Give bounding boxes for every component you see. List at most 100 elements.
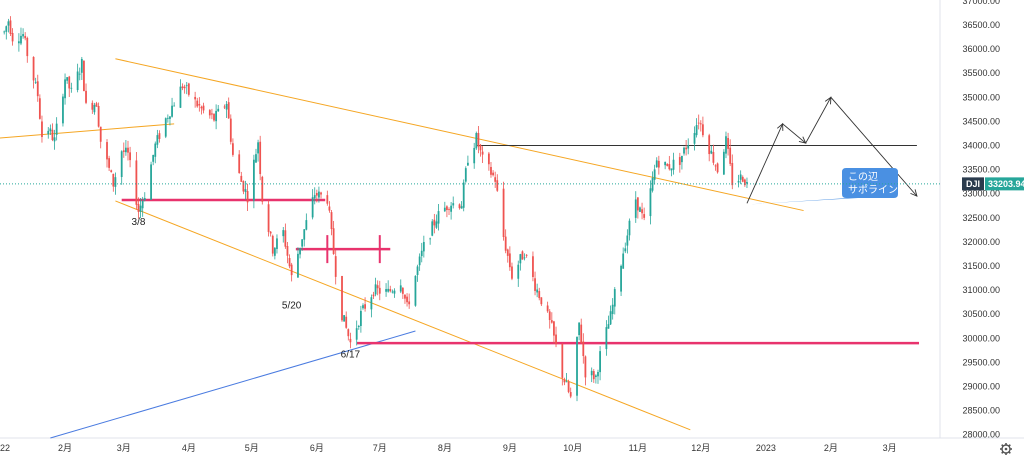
candle-body bbox=[51, 129, 54, 140]
candle bbox=[408, 293, 411, 309]
y-tick-label: 37000.00 bbox=[962, 0, 1000, 6]
candle-body bbox=[490, 166, 492, 175]
candle-body bbox=[334, 256, 337, 277]
candle-body bbox=[303, 229, 306, 240]
candle bbox=[376, 280, 379, 296]
candle bbox=[467, 155, 469, 167]
candle-body bbox=[305, 220, 308, 230]
candle bbox=[521, 250, 524, 260]
candle bbox=[567, 379, 570, 394]
candle bbox=[85, 83, 87, 105]
candle bbox=[473, 142, 476, 169]
candle bbox=[433, 213, 436, 234]
candle bbox=[536, 283, 539, 298]
candle-body bbox=[685, 147, 688, 150]
candle-body bbox=[328, 206, 331, 211]
candle-body bbox=[68, 76, 71, 89]
candle bbox=[406, 293, 408, 307]
candle-body bbox=[716, 163, 719, 173]
candle bbox=[714, 164, 717, 171]
candle bbox=[232, 138, 234, 157]
candle-body bbox=[200, 106, 203, 109]
candle bbox=[389, 285, 392, 293]
candle-body bbox=[217, 108, 220, 112]
candle-body bbox=[376, 285, 379, 289]
candle-body bbox=[240, 175, 243, 182]
candle bbox=[53, 129, 56, 150]
candle bbox=[722, 149, 725, 176]
candle-body bbox=[594, 375, 597, 378]
candle-body bbox=[452, 203, 455, 206]
candle-body bbox=[66, 77, 69, 81]
candle-body bbox=[286, 246, 289, 256]
candle bbox=[284, 223, 287, 249]
candle-body bbox=[479, 144, 482, 151]
candle-body bbox=[227, 102, 230, 119]
candle bbox=[404, 294, 406, 304]
candle-body bbox=[53, 137, 56, 142]
y-axis-ticks: 28000.00 28500.00 29000.00 29500.00 30000.00… bbox=[962, 0, 1000, 440]
candle bbox=[550, 312, 553, 324]
candle-body bbox=[284, 230, 287, 247]
candle bbox=[639, 206, 641, 213]
y-tick-label: 32000.00 bbox=[962, 237, 1000, 247]
y-tick-label: 36000.00 bbox=[962, 44, 1000, 54]
candle-body bbox=[127, 147, 129, 153]
candle-body bbox=[135, 160, 138, 205]
candle bbox=[678, 152, 681, 173]
candle-body bbox=[143, 198, 146, 201]
candle-body bbox=[521, 251, 524, 260]
candle-body bbox=[553, 321, 555, 336]
candle-body bbox=[185, 85, 188, 87]
candle bbox=[273, 247, 276, 260]
candle bbox=[599, 346, 601, 381]
candle-body bbox=[416, 266, 419, 276]
candle-body bbox=[78, 73, 81, 75]
candle bbox=[208, 109, 211, 119]
candle bbox=[7, 18, 10, 33]
candle-body bbox=[320, 192, 322, 195]
candle bbox=[229, 114, 232, 145]
gear-icon[interactable] bbox=[1000, 443, 1012, 455]
candle bbox=[303, 229, 306, 247]
candle bbox=[320, 191, 322, 199]
candle bbox=[68, 75, 71, 98]
candle-body bbox=[211, 113, 213, 115]
projection-arrowhead-3 bbox=[910, 189, 918, 197]
candle-body bbox=[699, 123, 702, 125]
candle bbox=[255, 148, 257, 164]
candle-body bbox=[446, 206, 448, 211]
y-tick-label: 31500.00 bbox=[962, 261, 1000, 271]
candle bbox=[257, 139, 259, 162]
candle bbox=[496, 174, 499, 192]
candle-body bbox=[555, 334, 557, 345]
candle bbox=[448, 207, 450, 215]
candle-body bbox=[183, 86, 186, 89]
candle bbox=[620, 264, 622, 296]
candle bbox=[687, 138, 690, 155]
candle bbox=[347, 328, 350, 341]
candle-body bbox=[362, 305, 364, 309]
y-tick-label: 33000.00 bbox=[962, 189, 1000, 199]
candle-body bbox=[636, 197, 639, 211]
candle bbox=[330, 210, 333, 236]
candle-body bbox=[3, 31, 6, 33]
candle bbox=[345, 311, 348, 329]
candle-body bbox=[378, 287, 381, 294]
x-tick-label: 6月 bbox=[310, 443, 324, 453]
candle-body bbox=[546, 305, 549, 312]
x-tick-label: 7月 bbox=[373, 443, 387, 453]
candle bbox=[494, 171, 497, 188]
x-axis-ticks: 2022 2月 3月 4月 5月 6月 7月 8月 9月 10月 11月 12月 2023 2月 3月 bbox=[0, 443, 897, 453]
candle-body bbox=[582, 341, 585, 357]
candle-body bbox=[393, 290, 396, 294]
candle-body bbox=[238, 154, 241, 174]
candle bbox=[418, 253, 421, 271]
candle-body bbox=[141, 200, 144, 209]
candle bbox=[271, 234, 274, 257]
projection-arrowhead-2 bbox=[824, 96, 832, 105]
candle-body bbox=[257, 142, 259, 154]
candle bbox=[150, 161, 152, 200]
candle-body bbox=[722, 151, 725, 175]
